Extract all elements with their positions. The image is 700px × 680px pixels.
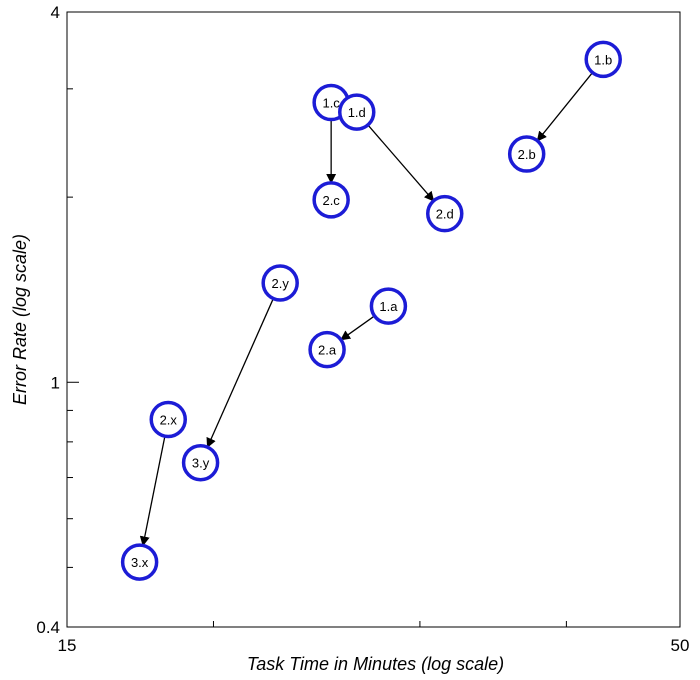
x-tick-label: 50 [671, 636, 690, 655]
x-tick-label: 15 [58, 636, 77, 655]
arrow-1b-to-2b [536, 72, 594, 142]
point-marker [308, 330, 346, 369]
arrows-layer [139, 72, 594, 547]
point-marker [312, 181, 350, 219]
point-label: 3.x [131, 555, 149, 570]
y-tick-label: 4 [51, 3, 60, 22]
plot-frame [66, 11, 681, 628]
point-marker [181, 443, 220, 482]
y-axis-title: Error Rate (log scale) [10, 234, 30, 405]
point-label: 1.c [322, 96, 340, 111]
data-point-2-c: 2.c [312, 181, 350, 219]
data-point-2-y: 2.y [261, 264, 299, 302]
point-marker [584, 40, 622, 79]
point-label: 3.y [192, 456, 210, 471]
point-label: 1.b [594, 52, 612, 67]
point-label: 2.c [322, 193, 340, 208]
point-label: 2.b [518, 147, 536, 162]
y-tick-label: 1 [51, 373, 60, 392]
data-point-1-a: 1.a [369, 287, 408, 325]
arrow-1a-to-2a [340, 315, 375, 341]
point-label: 2.d [436, 207, 454, 222]
point-label: 2.y [272, 276, 290, 291]
data-point-2-d: 2.d [426, 194, 464, 233]
data-point-3-x: 3.x [120, 543, 159, 581]
point-marker [149, 400, 187, 439]
arrow-1d-to-2d [367, 124, 435, 202]
nodes-layer: 1.a 2.a 1.b 2.b 1.c 2.c 1.d 2.d 2.y 3.y 2.x 3.x [120, 40, 622, 581]
point-label: 2.a [318, 343, 337, 358]
data-point-1-d: 1.d [338, 93, 376, 131]
point-marker [120, 543, 159, 581]
point-marker [507, 135, 546, 173]
data-point-2-a: 2.a [308, 330, 346, 369]
point-marker [369, 287, 408, 325]
data-point-1-b: 1.b [584, 40, 622, 79]
data-point-2-b: 2.b [507, 135, 546, 173]
x-axis-title: Task Time in Minutes (log scale) [247, 654, 504, 674]
point-marker [338, 93, 376, 131]
point-marker [426, 194, 464, 233]
point-label: 2.x [160, 412, 178, 427]
y-tick-label: 0.4 [36, 618, 60, 637]
axes: 15 50 4 1 0.4 Task Time in Minutes (log scale… [10, 3, 689, 674]
point-label: 1.a [379, 299, 398, 314]
arrow-2x-to-3x [139, 436, 166, 547]
arrow-2y-to-3y [206, 298, 274, 449]
point-marker [261, 264, 299, 302]
point-label: 1.d [348, 105, 366, 120]
data-point-3-y: 3.y [181, 443, 220, 482]
data-point-2-x: 2.x [149, 400, 187, 439]
